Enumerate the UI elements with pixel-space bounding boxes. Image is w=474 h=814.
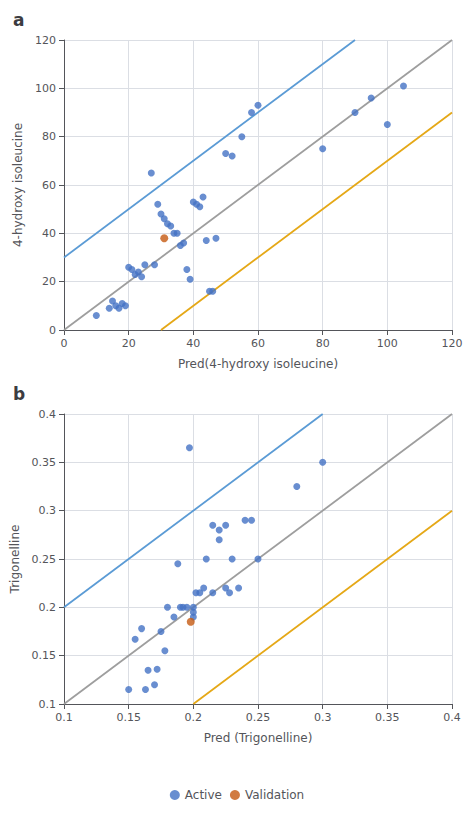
svg-text:40: 40 [42, 227, 56, 240]
svg-text:Pred(4-hydroxy isoleucine): Pred(4-hydroxy isoleucine) [178, 357, 338, 371]
svg-text:0.1: 0.1 [55, 711, 73, 724]
svg-text:0.2: 0.2 [185, 711, 203, 724]
svg-text:0.25: 0.25 [246, 711, 271, 724]
svg-text:80: 80 [42, 130, 56, 143]
svg-text:120: 120 [442, 337, 463, 350]
svg-text:60: 60 [251, 337, 265, 350]
svg-text:0.15: 0.15 [32, 649, 57, 662]
svg-text:0.4: 0.4 [443, 711, 461, 724]
svg-text:120: 120 [35, 34, 56, 47]
svg-text:40: 40 [186, 337, 200, 350]
svg-text:0.15: 0.15 [116, 711, 141, 724]
svg-text:100: 100 [377, 337, 398, 350]
svg-text:80: 80 [316, 337, 330, 350]
svg-text:0.1: 0.1 [39, 698, 57, 711]
svg-text:0: 0 [61, 337, 68, 350]
svg-text:Pred (Trigonelline): Pred (Trigonelline) [204, 731, 313, 745]
svg-text:0.2: 0.2 [39, 601, 57, 614]
svg-text:60: 60 [42, 179, 56, 192]
svg-text:0.3: 0.3 [39, 504, 57, 517]
svg-text:Active: Active [185, 788, 222, 802]
svg-text:b: b [13, 384, 25, 404]
svg-text:0: 0 [49, 324, 56, 337]
svg-text:0.35: 0.35 [375, 711, 400, 724]
svg-text:100: 100 [35, 82, 56, 95]
svg-text:20: 20 [122, 337, 136, 350]
svg-text:0.4: 0.4 [39, 408, 57, 421]
svg-text:Validation: Validation [245, 788, 304, 802]
svg-text:0.35: 0.35 [32, 456, 57, 469]
svg-text:4-hydroxy isoleucine: 4-hydroxy isoleucine [11, 123, 25, 247]
svg-text:0.3: 0.3 [314, 711, 332, 724]
svg-text:20: 20 [42, 275, 56, 288]
svg-text:a: a [13, 10, 24, 30]
svg-text:0.25: 0.25 [32, 553, 57, 566]
svg-text:Trigonelline: Trigonelline [8, 525, 22, 595]
